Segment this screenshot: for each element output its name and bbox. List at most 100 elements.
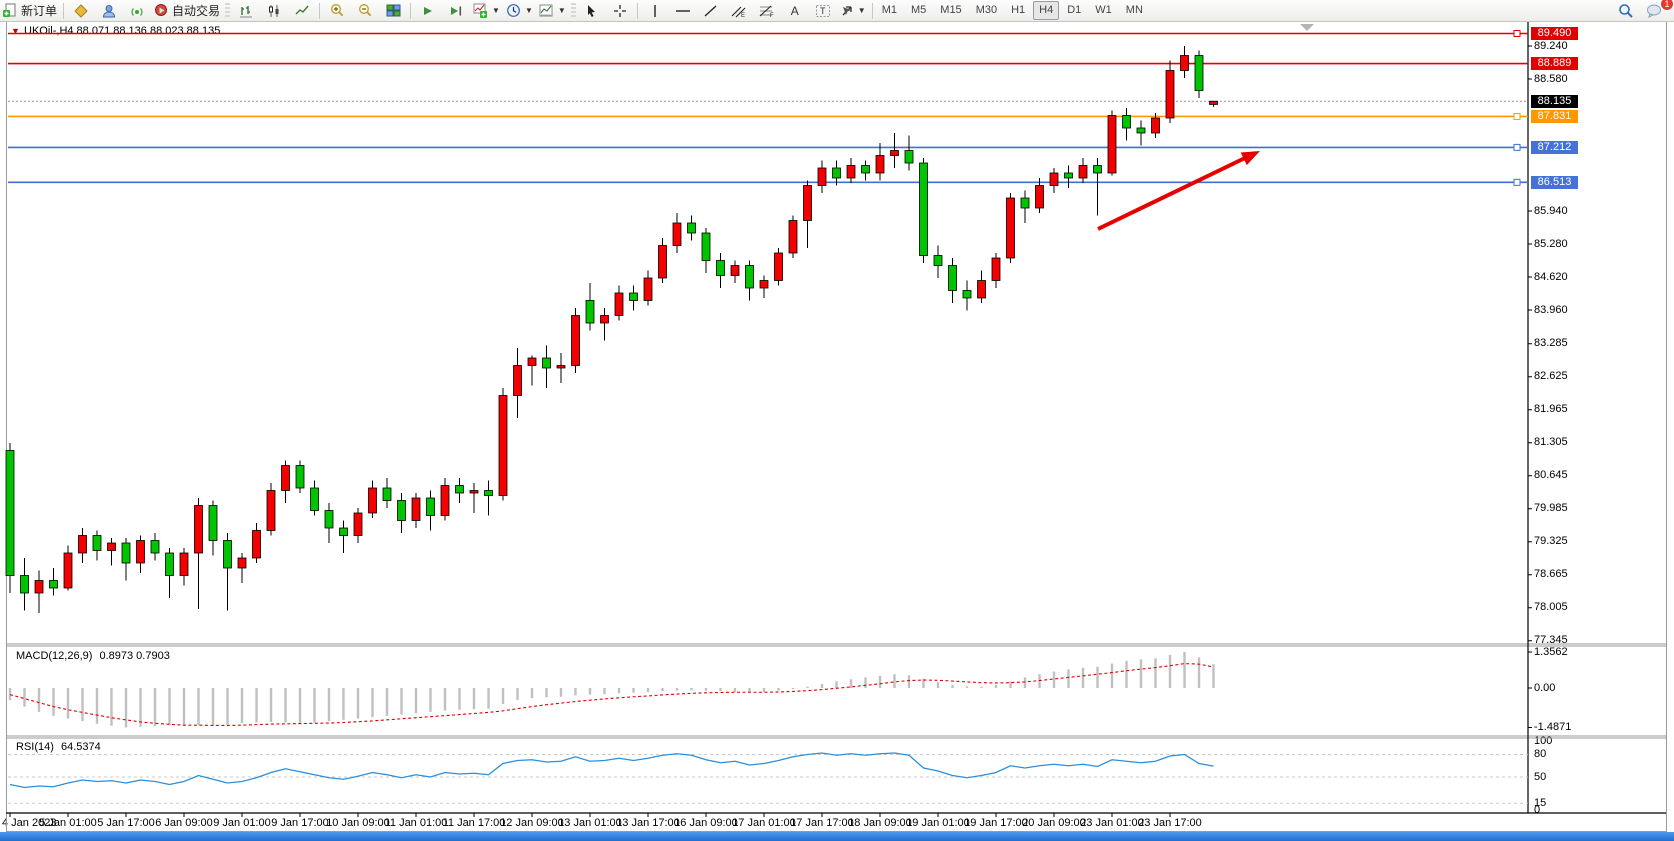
autotrading-label: 自动交易: [172, 4, 221, 18]
vertical-line-icon: [654, 4, 656, 17]
tile-windows-button[interactable]: [379, 1, 407, 20]
cursor-icon: [588, 4, 596, 17]
trendline-icon: [704, 5, 717, 16]
arrows-tool-button[interactable]: ▼: [837, 1, 869, 20]
autotrading-icon: [155, 4, 168, 16]
time-axis-label: 17 Jan 17:00: [790, 817, 854, 829]
text-tool-button[interactable]: A: [781, 1, 809, 20]
time-axis-label: 23 Jan 01:00: [1080, 817, 1144, 829]
autotrading-button[interactable]: 自动交易: [151, 1, 223, 20]
price-tick-label: 89.240: [1534, 39, 1568, 52]
price-tick-label: 88.580: [1534, 72, 1568, 85]
notifications-button[interactable]: 1: [1640, 0, 1674, 20]
svg-text:F: F: [770, 13, 774, 18]
search-icon: [1619, 3, 1633, 18]
crosshair-icon: [613, 4, 626, 17]
cursor-tool-button[interactable]: [578, 1, 606, 20]
price-tick-label: 79.325: [1534, 535, 1568, 548]
horizontal-line-tool-button[interactable]: [669, 1, 697, 20]
toolbar-separator: [410, 2, 412, 19]
dropdown-caret: ▼: [557, 6, 566, 15]
timeframe-m1-button[interactable]: M1: [881, 4, 897, 16]
dropdown-caret: ▼: [524, 6, 533, 15]
indicators-icon: [473, 3, 488, 18]
periods-button[interactable]: ▼: [503, 1, 536, 20]
macd-axis-label: 1.3562: [1534, 645, 1568, 658]
level-price-badge: 88.889: [1531, 57, 1578, 71]
horizontal-line-icon: [675, 9, 690, 12]
trendline-tool-button[interactable]: [697, 1, 725, 20]
dropdown-caret: ▼: [857, 6, 866, 15]
timeframe-mn-button[interactable]: MN: [1125, 4, 1143, 16]
timeframe-h4-button[interactable]: H4: [1033, 1, 1060, 20]
rsi-axis-label: 100: [1534, 734, 1553, 747]
toolbar-grip: [225, 2, 231, 19]
dropdown-caret: ▼: [492, 6, 500, 15]
signals-button[interactable]: [123, 1, 151, 20]
chart-collapse-icon[interactable]: ▼: [11, 26, 20, 36]
toolbar-separator: [871, 2, 873, 19]
timeframe-m30-button[interactable]: M30: [975, 4, 998, 16]
rsi-indicator-label: RSI(14) 64.5374: [16, 741, 101, 753]
auto-scroll-button[interactable]: [414, 1, 442, 20]
toolbar-grip: [570, 2, 576, 19]
time-axis-label: 11 Jan 01:00: [384, 817, 448, 829]
price-tick-label: 83.960: [1534, 303, 1568, 316]
line-chart-mode-button[interactable]: [288, 1, 316, 20]
price-tick-label: 82.625: [1534, 370, 1568, 383]
channel-tool-button[interactable]: E: [725, 1, 753, 20]
level-price-badge: 87.212: [1531, 140, 1578, 154]
time-axis-label: 11 Jan 17:00: [442, 817, 506, 829]
timeframe-d1-button[interactable]: D1: [1067, 4, 1082, 16]
timeframe-m5-button[interactable]: M5: [911, 4, 927, 16]
main-toolbar: 新订单 自动交易: [0, 0, 1674, 22]
time-axis-label: 18 Jan 09:00: [848, 817, 912, 829]
candle-chart-mode-button[interactable]: [260, 1, 288, 20]
chart-shift-button[interactable]: [442, 1, 470, 20]
price-tick-label: 78.005: [1534, 601, 1568, 614]
new-order-label: 新订单: [21, 4, 58, 18]
chat-bubble-icon: [1646, 4, 1661, 18]
templates-button[interactable]: ▼: [536, 1, 569, 20]
timeframe-m15-button[interactable]: M15: [940, 4, 962, 16]
time-axis-label: 19 Jan 17:00: [964, 817, 1028, 829]
macd-values-text: 0.8973 0.7903: [99, 650, 170, 662]
rsi-value-text: 64.5374: [60, 741, 101, 753]
zoom-out-icon: [358, 4, 371, 17]
timeframe-w1-button[interactable]: W1: [1095, 4, 1112, 16]
vertical-line-tool-button[interactable]: [641, 1, 669, 20]
time-axis-label: 20 Jan 09:00: [1022, 817, 1086, 829]
rsi-axis-label: 50: [1534, 770, 1547, 783]
price-tick-label: 79.985: [1534, 502, 1568, 515]
market-depth-button[interactable]: [67, 1, 95, 20]
new-order-icon: [3, 3, 16, 17]
search-button[interactable]: [1612, 1, 1640, 20]
zoom-in-button[interactable]: [323, 1, 351, 20]
crosshair-tool-button[interactable]: [606, 1, 634, 20]
indicators-button[interactable]: ▼: [470, 1, 503, 20]
timeframe-h1-button[interactable]: H1: [1011, 4, 1026, 16]
accounts-button[interactable]: [95, 1, 123, 20]
level-price-badge: 86.513: [1531, 175, 1578, 189]
macd-indicator-label: MACD(12,26,9) 0.8973 0.7903: [16, 650, 170, 662]
zoom-in-icon: [330, 4, 343, 17]
time-axis-label: 12 Jan 09:00: [500, 817, 564, 829]
rsi-axis-label: 80: [1534, 748, 1547, 760]
zoom-out-button[interactable]: [351, 1, 379, 20]
text-label-tool-button[interactable]: T: [809, 1, 837, 20]
fibonacci-icon: F: [759, 5, 774, 18]
time-axis-label: 10 Jan 09:00: [326, 817, 390, 829]
new-order-button[interactable]: 新订单: [0, 1, 60, 20]
macd-axis-label: -1.4871: [1534, 720, 1572, 733]
price-tick-label: 78.665: [1534, 568, 1568, 581]
templates-icon: [539, 4, 553, 16]
fibonacci-tool-button[interactable]: F: [753, 1, 781, 20]
time-axis-label: 13 Jan 01:00: [558, 817, 622, 829]
price-tick-label: 85.940: [1534, 204, 1568, 217]
notification-badge: 1: [1660, 0, 1674, 11]
bar-chart-mode-button[interactable]: [232, 1, 260, 20]
auto-scroll-icon: [424, 6, 433, 15]
toolbar-separator: [319, 2, 321, 19]
